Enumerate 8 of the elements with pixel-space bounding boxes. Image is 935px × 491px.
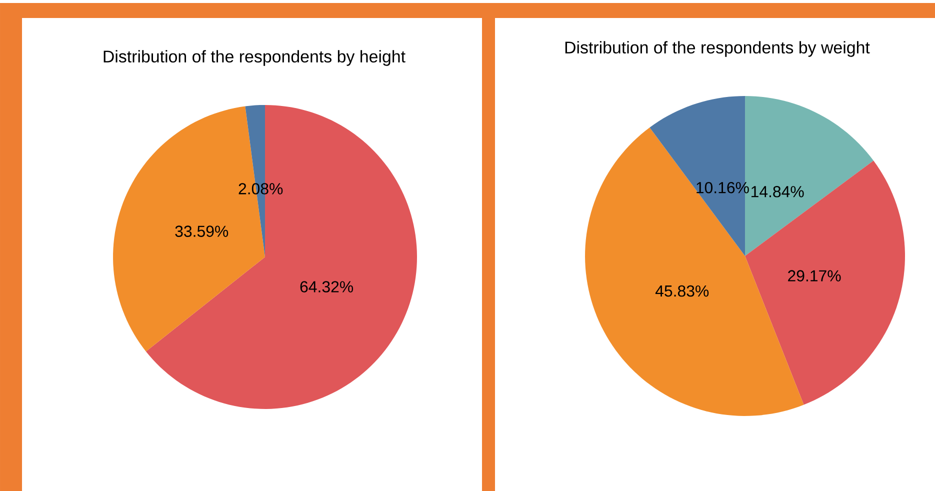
chart-title: Distribution of the respondents by weight (565, 41, 870, 57)
data-label: 14.84% (752, 186, 804, 198)
data-label: 45.83% (655, 285, 709, 297)
data-label: 29.17% (788, 270, 841, 282)
chart-title: Distribution of the respondents by height (104, 50, 406, 66)
data-label: 33.59% (175, 226, 228, 237)
data-label: 64.32% (300, 281, 354, 292)
data-label: 10.16% (696, 182, 749, 194)
